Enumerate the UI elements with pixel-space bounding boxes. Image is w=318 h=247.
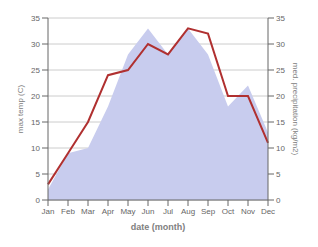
svg-text:date (month): date (month) [131, 222, 186, 232]
svg-text:10: 10 [31, 144, 40, 153]
svg-text:Feb: Feb [61, 207, 75, 216]
svg-text:25: 25 [31, 66, 40, 75]
svg-text:Mar: Mar [81, 207, 95, 216]
svg-text:max temp (C): max temp (C) [16, 84, 25, 133]
svg-text:med. precipitation (kg/m2): med. precipitation (kg/m2) [291, 63, 300, 156]
svg-text:Jun: Jun [142, 207, 155, 216]
svg-text:25: 25 [276, 66, 285, 75]
svg-text:20: 20 [31, 92, 40, 101]
svg-text:15: 15 [31, 118, 40, 127]
svg-text:30: 30 [276, 40, 285, 49]
svg-text:30: 30 [31, 40, 40, 49]
svg-text:Aug: Aug [181, 207, 195, 216]
svg-text:5: 5 [276, 170, 281, 179]
svg-text:Nov: Nov [241, 207, 255, 216]
svg-text:35: 35 [276, 14, 285, 23]
svg-text:10: 10 [276, 144, 285, 153]
svg-text:15: 15 [276, 118, 285, 127]
svg-text:5: 5 [36, 170, 41, 179]
svg-text:0: 0 [276, 196, 281, 205]
svg-text:Jul: Jul [163, 207, 173, 216]
svg-text:May: May [120, 207, 135, 216]
svg-text:Jan: Jan [42, 207, 55, 216]
svg-text:Oct: Oct [222, 207, 235, 216]
svg-text:Sep: Sep [201, 207, 216, 216]
svg-text:20: 20 [276, 92, 285, 101]
svg-text:Dec: Dec [261, 207, 275, 216]
svg-text:35: 35 [31, 14, 40, 23]
svg-text:0: 0 [36, 196, 41, 205]
svg-text:Apr: Apr [102, 207, 115, 216]
